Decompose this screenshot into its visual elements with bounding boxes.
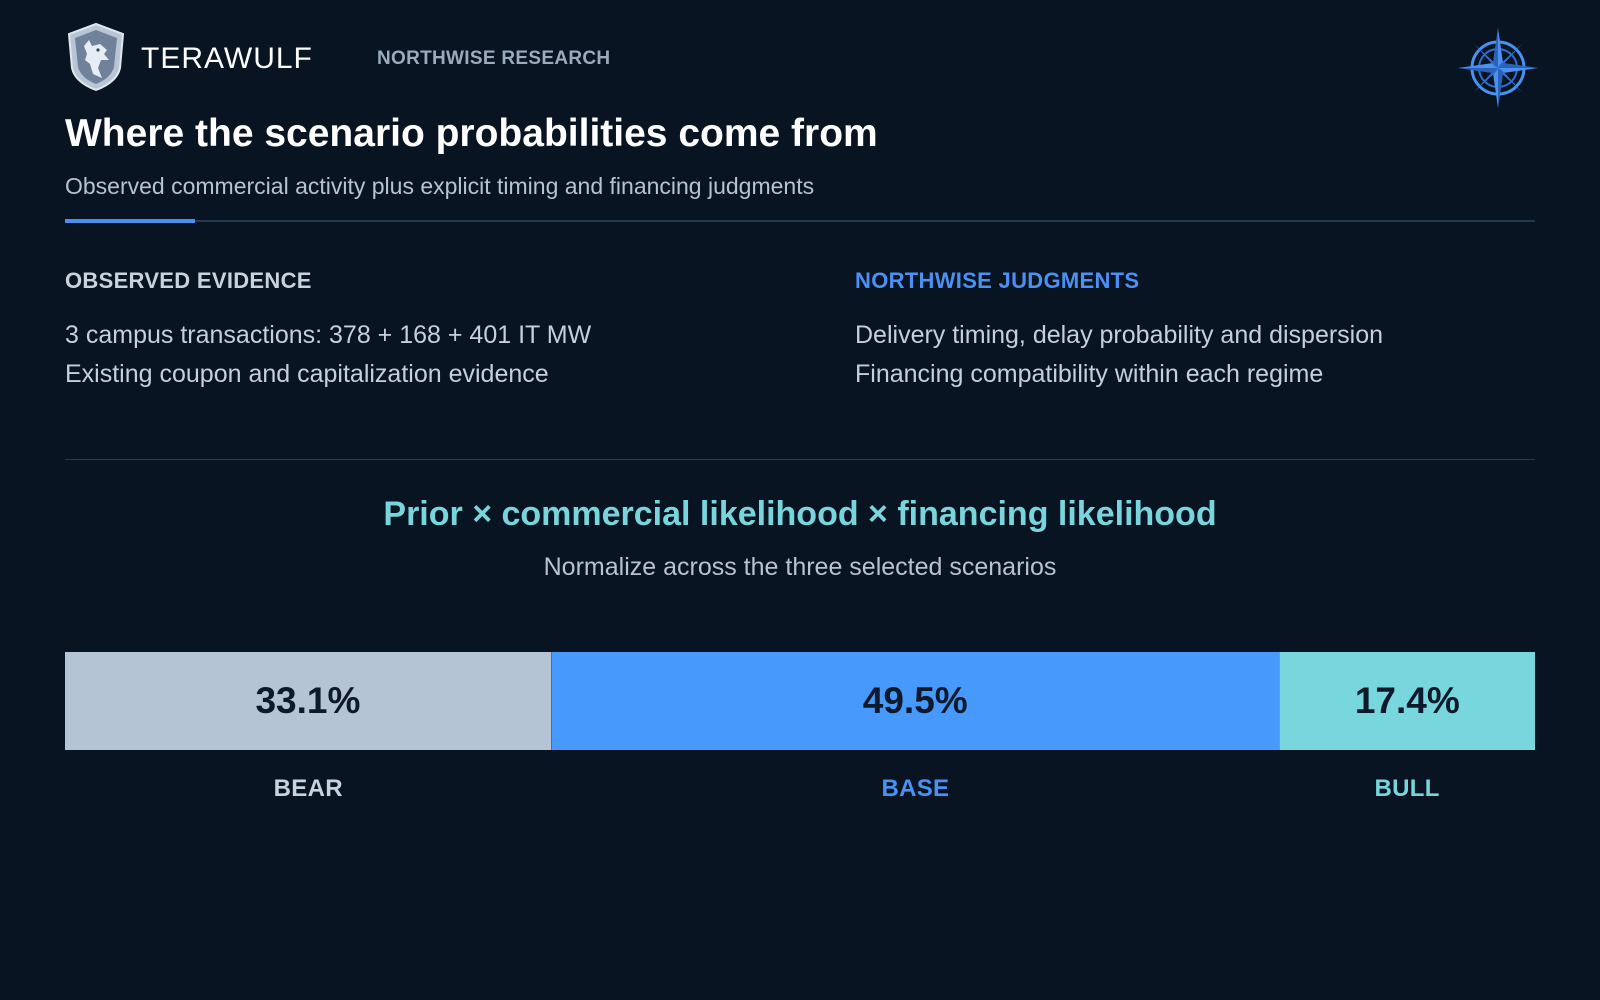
section-divider — [65, 459, 1535, 460]
bull-label: BULL — [1374, 775, 1440, 802]
judgment-line: Delivery timing, delay probability and d… — [855, 321, 1384, 349]
header: TERAWULF NORTHWISE RESEARCH — [65, 22, 1540, 108]
bull-share-value: 17.4% — [1354, 680, 1460, 721]
scenario-labels: BEAR BASE BULL — [65, 775, 1535, 809]
bear-segment: 33.1% — [65, 652, 551, 750]
formula-expression: Prior × commercial likelihood × financin… — [383, 495, 1217, 533]
observed-evidence-heading: OBSERVED EVIDENCE — [65, 268, 312, 293]
wolf-shield-icon — [67, 22, 125, 92]
bear-share-value: 33.1% — [255, 680, 361, 721]
page-subtitle: Observed commercial activity plus explic… — [65, 173, 815, 199]
formula-note: Normalize across the three selected scen… — [543, 553, 1057, 581]
title-divider — [65, 220, 1535, 222]
research-label: NORTHWISE RESEARCH — [377, 48, 611, 69]
page-title: Where the scenario probabilities come fr… — [65, 112, 878, 155]
compass-rose-icon — [1458, 28, 1538, 108]
bear-label: BEAR — [273, 775, 343, 802]
evidence-line: Existing coupon and capitalization evide… — [65, 360, 549, 388]
probability-bar: 33.1% 49.5% 17.4% — [65, 652, 1535, 750]
base-segment: 49.5% — [550, 652, 1279, 750]
northwise-judgments-section: NORTHWISE JUDGMENTS Delivery timing, del… — [855, 268, 1555, 394]
title-divider-accent — [65, 219, 195, 223]
base-label: BASE — [881, 775, 950, 802]
observed-evidence-section: OBSERVED EVIDENCE 3 campus transactions:… — [65, 268, 765, 394]
base-share-value: 49.5% — [862, 680, 968, 721]
judgment-line: Financing compatibility within each regi… — [855, 360, 1324, 388]
northwise-judgments-heading: NORTHWISE JUDGMENTS — [855, 268, 1140, 293]
brand-name: TERAWULF — [141, 42, 313, 75]
bull-segment: 17.4% — [1278, 652, 1535, 750]
evidence-line: 3 campus transactions: 378 + 168 + 401 I… — [65, 321, 592, 349]
